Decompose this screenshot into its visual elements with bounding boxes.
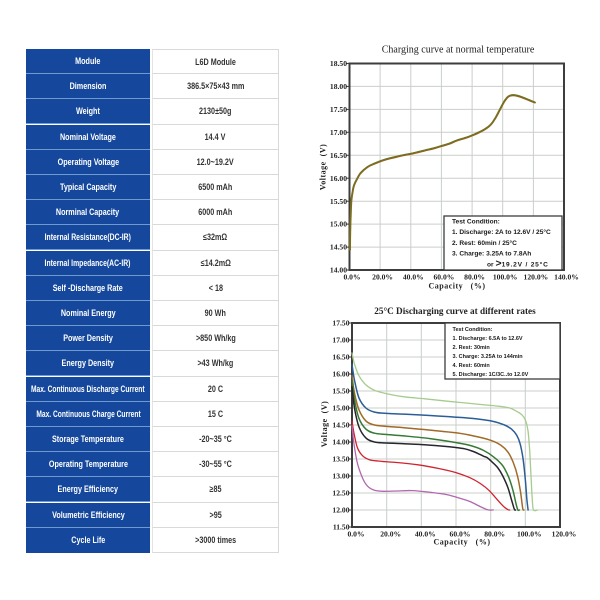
svg-text:Voltage (V): Voltage (V) — [319, 144, 328, 191]
svg-text:1. Discharge: 6.5A to 12.6V: 1. Discharge: 6.5A to 12.6V — [453, 336, 523, 342]
svg-text:140.0%: 140.0% — [554, 273, 579, 282]
svg-text:14.00: 14.00 — [330, 266, 347, 275]
svg-text:16.50: 16.50 — [332, 353, 349, 362]
svg-text:16.00: 16.00 — [332, 370, 349, 379]
svg-text:20.0%: 20.0% — [372, 273, 393, 282]
svg-text:4. Rest: 60min: 4. Rest: 60min — [453, 363, 491, 369]
svg-text:0.0%: 0.0% — [343, 273, 360, 282]
svg-text:2. Rest: 30min: 2. Rest: 30min — [453, 345, 491, 351]
svg-text:Test Condition:: Test Condition: — [453, 327, 493, 333]
svg-text:13.00: 13.00 — [332, 472, 349, 481]
svg-text:80.0%: 80.0% — [484, 530, 505, 539]
svg-text:16.00: 16.00 — [330, 174, 347, 183]
svg-text:14.50: 14.50 — [330, 243, 347, 252]
svg-text:0.0%: 0.0% — [347, 530, 364, 539]
svg-text:14.50: 14.50 — [332, 421, 349, 430]
svg-text:16.50: 16.50 — [330, 151, 347, 160]
svg-text:13.50: 13.50 — [332, 455, 349, 464]
svg-text:40.0%: 40.0% — [403, 273, 424, 282]
svg-text:17.50: 17.50 — [332, 319, 349, 328]
svg-text:3. Charge: 3.25A to 144min: 3. Charge: 3.25A to 144min — [453, 354, 524, 360]
svg-text:17.00: 17.00 — [332, 336, 349, 345]
svg-text:15.50: 15.50 — [330, 197, 347, 206]
svg-text:1. Discharge: 2A to 12.6V / 25: 1. Discharge: 2A to 12.6V / 25°C — [452, 228, 551, 236]
svg-text:Voltage (V): Voltage (V) — [320, 401, 329, 448]
svg-text:11.50: 11.50 — [333, 523, 350, 532]
svg-text:15.50: 15.50 — [332, 387, 349, 396]
svg-text:15.00: 15.00 — [332, 404, 349, 413]
svg-text:60.0%: 60.0% — [433, 273, 454, 282]
svg-text:Charging curve at normal tempe: Charging curve at normal temperature — [382, 45, 535, 56]
svg-text:20.0%: 20.0% — [380, 530, 401, 539]
svg-text:25°C Discharging curve at diff: 25°C Discharging curve at different rate… — [374, 306, 536, 316]
svg-text:14.00: 14.00 — [332, 438, 349, 447]
svg-text:40.0%: 40.0% — [415, 530, 436, 539]
svg-text:60.0%: 60.0% — [450, 530, 471, 539]
svg-text:3. Charge: 3.25A to 7.8Ah: 3. Charge: 3.25A to 7.8Ah — [452, 251, 531, 258]
svg-text:100.0%: 100.0% — [517, 530, 542, 539]
svg-text:17.00: 17.00 — [330, 128, 347, 137]
svg-text:12.50: 12.50 — [332, 489, 349, 498]
svg-text:Test Condition:: Test Condition: — [452, 219, 500, 226]
svg-text:17.50: 17.50 — [330, 105, 347, 114]
svg-text:120.0%: 120.0% — [552, 530, 577, 539]
svg-text:5. Discharge: 1C/3C..to 12.0V: 5. Discharge: 1C/3C..to 12.0V — [453, 372, 529, 378]
svg-text:18.50: 18.50 — [330, 59, 347, 68]
svg-text:12.00: 12.00 — [332, 506, 349, 515]
svg-text:18.00: 18.00 — [330, 82, 347, 91]
svg-text:120.0%: 120.0% — [524, 273, 549, 282]
svg-text:80.0%: 80.0% — [464, 273, 485, 282]
svg-text:100.0%: 100.0% — [493, 273, 518, 282]
svg-text:Capacity (%): Capacity (%) — [434, 538, 491, 547]
svg-text:Capacity (%): Capacity (%) — [429, 282, 486, 291]
svg-text:15.00: 15.00 — [330, 220, 347, 229]
svg-text:2. Rest: 60min / 25°C: 2. Rest: 60min / 25°C — [452, 239, 517, 247]
